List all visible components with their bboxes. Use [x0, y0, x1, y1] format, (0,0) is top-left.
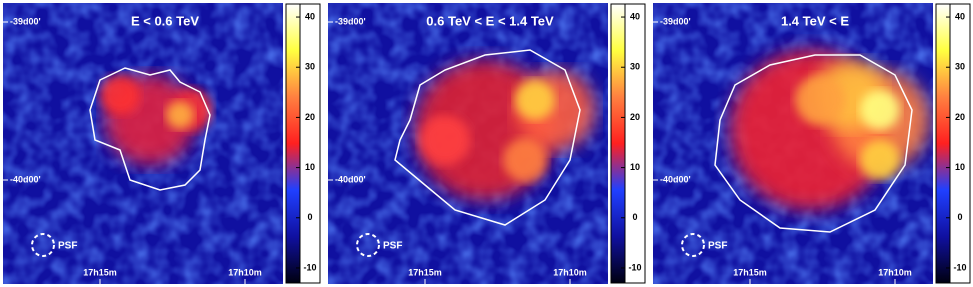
y-axis-label: -39d00': [660, 16, 691, 26]
colorbar-tick-label: 0: [632, 212, 637, 222]
colorbar: [935, 3, 951, 284]
x-axis-label: 17h15m: [83, 267, 117, 277]
panel: E < 0.6 TeV -39d00' -40d00' 17h15m 17h10m PSF…: [3, 3, 321, 284]
colorbar-tick-label: 40: [630, 11, 640, 21]
x-axis-label: 17h15m: [408, 267, 442, 277]
emission: [100, 75, 140, 115]
y-axis-label: -39d00': [335, 16, 366, 26]
colorbar-tick-label: 10: [305, 162, 315, 172]
colorbar-tick-label: -10: [628, 262, 641, 272]
colorbar-tick-label: -10: [953, 262, 966, 272]
emission: [515, 80, 555, 120]
y-axis-label: -40d00': [335, 174, 366, 184]
colorbar-tick-label: -10: [303, 262, 316, 272]
colorbar-tick-label: 20: [630, 112, 640, 122]
sky-map: [653, 3, 933, 284]
psf-label: PSF: [708, 241, 727, 252]
panel: 0.6 TeV < E < 1.4 TeV -39d00' -40d00' 17h15…: [328, 3, 646, 284]
x-axis-label: 17h10m: [553, 267, 587, 277]
emission: [795, 75, 845, 125]
emission: [420, 115, 470, 165]
y-axis-label: -39d00': [10, 16, 41, 26]
x-axis-label: 17h10m: [228, 267, 262, 277]
emission: [860, 140, 900, 180]
contour: [714, 54, 913, 233]
contour: [89, 67, 211, 191]
y-axis-label: -40d00': [660, 174, 691, 184]
panel-title: E < 0.6 TeV: [131, 13, 199, 28]
emission: [860, 90, 900, 130]
colorbar-tick-label: 30: [630, 62, 640, 72]
emission: [166, 101, 194, 129]
sky-map: [328, 3, 608, 284]
colorbar-tick-label: 30: [955, 62, 965, 72]
colorbar-tick-label: 20: [955, 112, 965, 122]
y-axis-label: -40d00': [10, 174, 41, 184]
colorbar-tick-label: 30: [305, 62, 315, 72]
psf-label: PSF: [58, 241, 77, 252]
colorbar-tick-label: 20: [305, 112, 315, 122]
colorbar-label-area: [299, 3, 321, 284]
colorbar: [610, 3, 626, 284]
colorbar-tick-label: 10: [630, 162, 640, 172]
colorbar-tick-label: 40: [305, 11, 315, 21]
x-axis-label: 17h10m: [878, 267, 912, 277]
psf-circle: [681, 233, 705, 257]
colorbar-tick-label: 10: [955, 162, 965, 172]
contour: [394, 49, 581, 226]
emission: [503, 138, 547, 182]
psf-circle: [356, 233, 380, 257]
colorbar-tick-label: 40: [955, 11, 965, 21]
panel-title: 1.4 TeV < E: [781, 13, 849, 28]
colorbar-label-area: [624, 3, 646, 284]
colorbar-tick-label: 0: [307, 212, 312, 222]
colorbar: [285, 3, 301, 284]
panel-title: 0.6 TeV < E < 1.4 TeV: [426, 13, 554, 28]
x-axis-label: 17h15m: [733, 267, 767, 277]
psf-circle: [31, 233, 55, 257]
sky-map: [3, 3, 283, 284]
psf-label: PSF: [383, 241, 402, 252]
colorbar-tick-label: 0: [957, 212, 962, 222]
colorbar-label-area: [949, 3, 971, 284]
panel: 1.4 TeV < E -39d00' -40d00' 17h15m 17h10m PSF…: [653, 3, 971, 284]
